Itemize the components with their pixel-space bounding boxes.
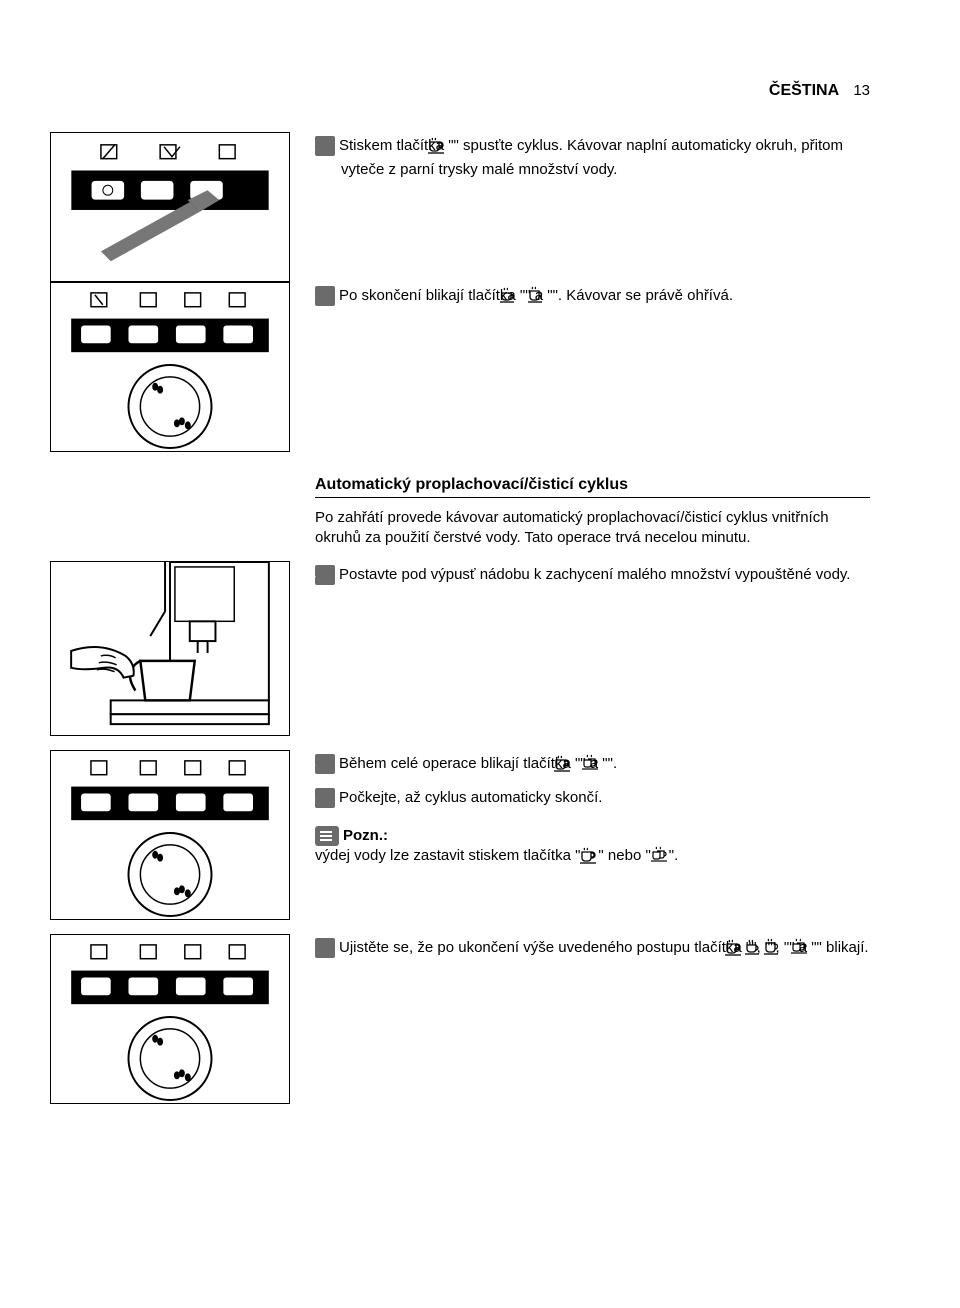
step-6-text: Počkejte, až cyklus automaticky skončí.	[339, 789, 602, 806]
step-number-5: 5	[315, 754, 335, 774]
step-5: 5Během celé operace blikají tlačítka "" …	[315, 754, 870, 778]
page-number: 13	[853, 82, 870, 99]
step-6: 6Počkejte, až cyklus automaticky skončí.	[315, 788, 870, 808]
double-cup-icon	[651, 846, 669, 870]
step-4-row: 4Postavte pod výpusť nádobu k zachycení …	[90, 561, 870, 736]
page-header: ČEŠTINA 13	[90, 80, 870, 102]
note-icon	[315, 826, 339, 846]
step-5-text-c: ".	[608, 755, 618, 772]
note-text-b: " nebo "	[598, 847, 650, 864]
illustration-step-3	[50, 282, 290, 452]
illustration-step-2	[50, 132, 290, 282]
step-number-6: 6	[315, 788, 335, 808]
note-block: Pozn.: výdej vody lze zastavit stiskem t…	[315, 826, 870, 871]
step-4-text: Postavte pod výpusť nádobu k zachycení m…	[339, 566, 850, 583]
note-text-a: výdej vody lze zastavit stiskem tlačítka…	[315, 847, 580, 864]
espresso-cup-icon	[580, 846, 598, 870]
illustration-step-5	[50, 750, 290, 920]
step-7-text-e: " blikají.	[817, 939, 869, 956]
step-2-row: 2Stiskem tlačítka "" spusťte cyklus. Káv…	[90, 132, 870, 282]
step-5-6-row: 5Během celé operace blikají tlačítka " " …	[90, 750, 870, 920]
manual-page: ČEŠTINA 13	[0, 0, 960, 1144]
step-7-row: 7Ujistěte se, že po ukončení výše uveden…	[90, 934, 870, 1104]
step-3: 3Po skončení blikají tlačítka "" a "". K…	[315, 286, 870, 310]
note-text-c: ".	[669, 847, 679, 864]
section-row: Automatický proplachovací/čisticí cyklus…	[90, 470, 870, 561]
step-7: 7Ujistěte se, že po ukončení výše uveden…	[315, 938, 870, 962]
step-number-3: 3	[315, 286, 335, 306]
step-2: 2Stiskem tlačítka "" spusťte cyklus. Káv…	[315, 136, 870, 181]
section-intro: Po zahřátí provede kávovar automatický p…	[315, 508, 870, 549]
step-3-row: 3Po skončení blikají tlačítka "" a "". K…	[90, 282, 870, 452]
section-heading: Automatický proplachovací/čisticí cyklus	[315, 474, 870, 499]
illustration-step-7	[50, 934, 290, 1104]
step-number-7: 7	[315, 938, 335, 958]
note-label: Pozn.:	[343, 827, 388, 844]
illustration-step-4	[50, 561, 290, 736]
step-5-text-a: Během celé operace blikají tlačítka "	[339, 755, 580, 772]
step-number-4: 4	[315, 565, 335, 585]
step-4: 4Postavte pod výpusť nádobu k zachycení …	[315, 565, 870, 585]
language-label: ČEŠTINA	[769, 82, 839, 99]
step-number-2: 2	[315, 136, 335, 156]
step-3-text-a: Po skončení blikají tlačítka "	[339, 287, 525, 304]
step-3-text-c: ". Kávovar se právě ohřívá.	[553, 287, 733, 304]
step-7-text-a: Ujistěte se, že po ukončení výše uvedené…	[339, 939, 751, 956]
